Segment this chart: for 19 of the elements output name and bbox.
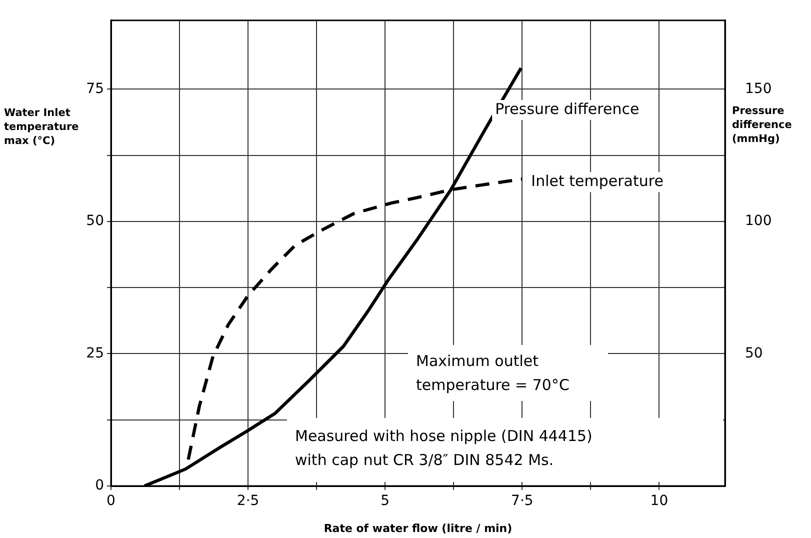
y2-axis-title: Pressure difference (mmHg): [732, 104, 793, 146]
y-tick-label: 75: [86, 80, 104, 97]
y2-tick-label: 100: [745, 213, 772, 230]
note-box: Measured with hose nipple (DIN 44415) with cap nut CR 3/8″ DIN 8542 Ms.: [287, 418, 723, 482]
x-tick-label: 5: [380, 493, 390, 510]
y-tick-label: 25: [86, 345, 104, 362]
y-tick-label: 0: [95, 478, 104, 494]
y-tick-label: 50: [86, 213, 104, 230]
y2-tick-label: 50: [745, 345, 763, 362]
series-label: Pressure difference: [495, 100, 640, 118]
note-box: Maximum outlet temperature = 70°C: [408, 345, 608, 401]
x-tick-label: 10: [650, 493, 668, 510]
y2-tick-label: 150: [745, 80, 772, 97]
x-tick-label: 2·5: [236, 493, 260, 510]
y-axis-title: Water Inlet temperature max (°C): [4, 106, 80, 148]
series-label: Inlet temperature: [531, 172, 664, 190]
x-axis-title: Rate of water flow (litre / min): [322, 522, 514, 536]
x-tick-label: 0: [106, 493, 116, 510]
x-tick-label: 7·5: [511, 493, 534, 510]
